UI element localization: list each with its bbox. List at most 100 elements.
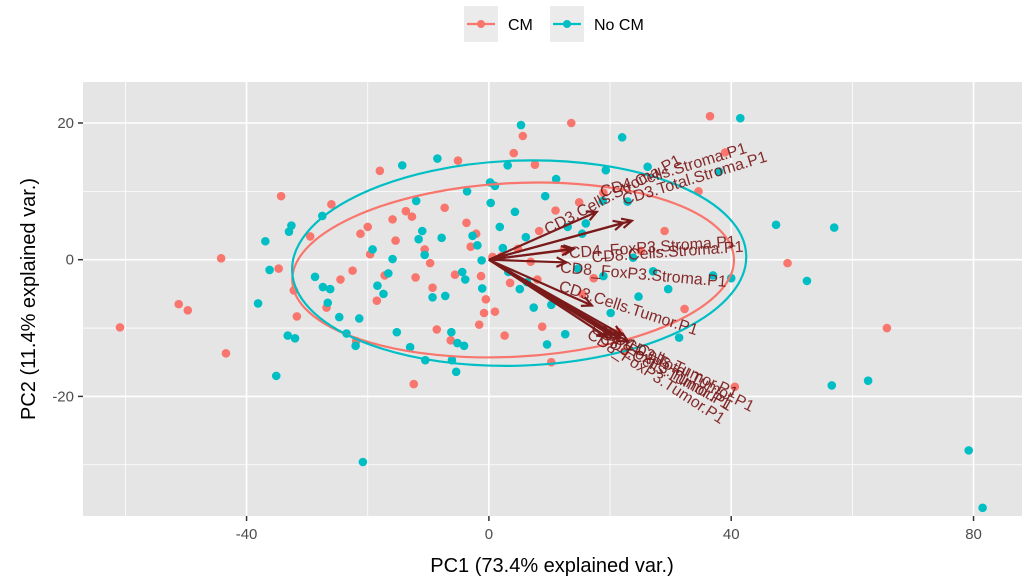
data-point-no-cm	[325, 284, 335, 294]
data-point-no-cm	[473, 241, 482, 250]
data-point-no-cm	[598, 196, 608, 206]
y-tick-label: 20	[57, 115, 74, 132]
data-point-no-cm	[714, 167, 724, 176]
data-point-no-cm	[334, 312, 344, 322]
data-point-cm	[446, 336, 456, 345]
arrowhead-icon	[608, 328, 622, 340]
y-tick-label: 0	[66, 252, 74, 269]
data-point-no-cm	[397, 161, 407, 170]
data-point-cm	[882, 323, 892, 333]
data-point-cm	[660, 226, 669, 236]
data-point-cm	[432, 325, 442, 334]
loading-arrow	[488, 248, 572, 261]
data-point-cm	[336, 275, 345, 284]
data-point-no-cm	[420, 250, 429, 260]
data-point-cm	[500, 331, 509, 340]
data-point-no-cm	[253, 299, 263, 308]
data-point-cm	[479, 308, 489, 318]
data-point-no-cm	[863, 376, 873, 385]
data-point-cm	[518, 131, 528, 141]
data-point-cm	[566, 118, 576, 128]
loading-arrow	[488, 258, 608, 338]
arrowhead-icon	[612, 219, 626, 231]
data-point-no-cm	[379, 289, 388, 299]
arrowhead-icon	[620, 217, 635, 229]
data-point-cm	[327, 200, 336, 209]
data-point-no-cm	[516, 120, 526, 130]
arrowhead-icon	[555, 256, 569, 268]
data-point-cm	[372, 296, 382, 306]
legend-point-icon	[477, 20, 485, 28]
grid-major	[83, 82, 1022, 516]
data-point-no-cm	[283, 331, 293, 340]
data-point-no-cm	[486, 198, 496, 208]
loading-arrows	[488, 210, 635, 343]
data-point-no-cm	[392, 327, 402, 337]
arrowhead-icon	[560, 244, 574, 257]
data-point-cm	[551, 206, 560, 215]
ellipse-no-cm	[291, 159, 748, 367]
data-point-no-cm	[628, 253, 638, 262]
legend: CM No CM	[464, 6, 644, 42]
data-point-no-cm	[601, 165, 611, 175]
data-point-no-cm	[468, 231, 477, 241]
data-point-no-cm	[648, 267, 658, 276]
data-point-cm	[534, 226, 544, 236]
data-point-cm	[589, 273, 598, 283]
data-point-no-cm	[964, 446, 973, 455]
data-point-cm	[115, 323, 125, 332]
data-point-cm	[490, 307, 500, 316]
ellipse-cm	[291, 181, 736, 359]
data-point-cm	[720, 148, 730, 157]
data-point-no-cm	[318, 282, 328, 292]
data-point-no-cm	[368, 245, 377, 254]
y-tick-label: -20	[52, 388, 74, 405]
data-point-cm	[216, 254, 226, 263]
data-point-no-cm	[634, 292, 643, 301]
arrowhead-icon	[595, 326, 610, 339]
data-point-cm	[292, 312, 302, 321]
data-point-no-cm	[663, 284, 673, 294]
data-point-cm	[577, 289, 587, 299]
legend-label: CM	[508, 17, 533, 34]
data-point-no-cm	[437, 233, 446, 243]
arrowhead-icon	[617, 331, 631, 343]
data-point-no-cm	[261, 236, 270, 246]
data-point-cm	[425, 258, 435, 268]
data-point-cm	[428, 283, 437, 293]
data-point-cm	[481, 295, 491, 304]
data-point-no-cm	[510, 207, 520, 217]
confidence-ellipses	[291, 159, 748, 367]
data-point-no-cm	[827, 381, 837, 390]
data-point-no-cm	[373, 281, 382, 290]
arrowhead-icon	[585, 210, 600, 221]
data-point-no-cm	[477, 256, 486, 265]
data-point-cm	[680, 304, 689, 314]
data-point-no-cm	[323, 298, 333, 308]
data-point-no-cm	[560, 329, 570, 339]
data-point-no-cm	[599, 271, 608, 281]
loading-arrow	[488, 221, 624, 261]
data-point-no-cm	[287, 221, 296, 230]
data-point-cm	[599, 188, 608, 198]
data-point-no-cm	[290, 333, 300, 343]
x-axis-title: PC1 (73.4% explained var.)	[430, 555, 673, 577]
x-tick-label: 40	[723, 526, 740, 543]
data-point-no-cm	[451, 367, 461, 377]
data-point-no-cm	[521, 232, 531, 242]
data-point-no-cm	[388, 254, 397, 264]
data-point-cm	[391, 236, 400, 245]
legend-item-no-cm: No CM	[550, 6, 644, 42]
y-axis-title: PC2 (11.4% explained var.)	[18, 178, 40, 420]
data-point-cm	[274, 264, 283, 273]
x-tick-label: 80	[965, 526, 982, 543]
data-point-cm	[546, 357, 556, 367]
loading-arrow	[488, 210, 598, 261]
data-point-no-cm	[573, 264, 583, 273]
data-point-cm	[450, 270, 460, 280]
data-point-cm	[409, 379, 419, 389]
data-point-cm	[401, 206, 411, 216]
data-point-no-cm	[477, 284, 487, 293]
legend-label: No CM	[594, 17, 644, 34]
